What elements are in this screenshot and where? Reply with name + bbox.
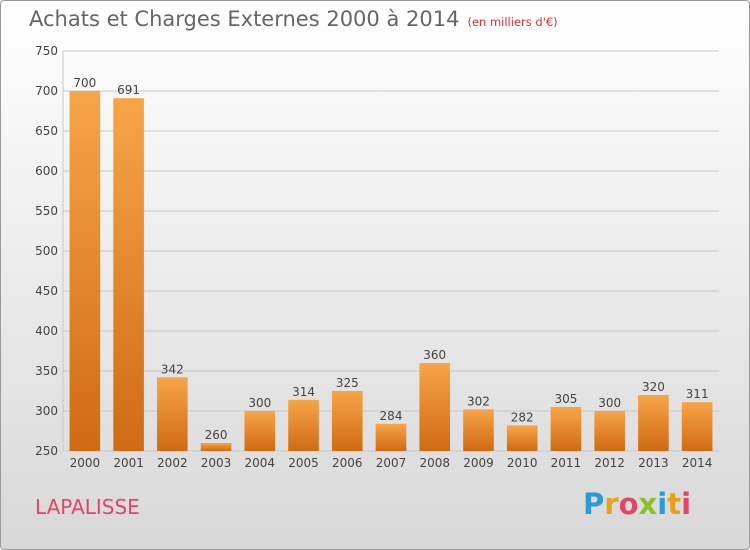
chart-title: Achats et Charges Externes 2000 à 2014 (e… bbox=[29, 7, 558, 31]
x-tick-label-2007: 2007 bbox=[376, 456, 407, 470]
x-tick-label-2013: 2013 bbox=[638, 456, 669, 470]
bar-2005 bbox=[288, 399, 319, 451]
x-tick-label-2010: 2010 bbox=[507, 456, 538, 470]
y-tick-label: 400 bbox=[35, 324, 58, 338]
x-tick-label-2014: 2014 bbox=[682, 456, 713, 470]
x-tick-label-2011: 2011 bbox=[551, 456, 582, 470]
logo-letter: o bbox=[618, 487, 639, 521]
value-label-2011: 305 bbox=[554, 392, 577, 406]
y-tick-label: 750 bbox=[35, 44, 58, 58]
logo-letter: P bbox=[583, 487, 605, 521]
value-labels: 700 691 342 260 300 314 325 284 360 302 282 305 300 3… bbox=[73, 76, 708, 442]
logo-letter: i bbox=[657, 487, 668, 521]
bar-2011 bbox=[550, 407, 582, 451]
value-label-2012: 300 bbox=[598, 396, 621, 410]
value-label-2014: 311 bbox=[686, 387, 709, 401]
y-tick-label: 650 bbox=[35, 124, 58, 138]
bar-2012 bbox=[594, 411, 625, 451]
bar-2007 bbox=[375, 423, 407, 451]
bar-2014 bbox=[681, 402, 713, 451]
value-label-2002: 342 bbox=[161, 362, 184, 376]
value-label-2000: 700 bbox=[73, 76, 96, 90]
x-tick-label-2003: 2003 bbox=[201, 456, 232, 470]
value-label-2005: 314 bbox=[292, 385, 315, 399]
bar-2013 bbox=[638, 395, 669, 451]
y-tick-label: 700 bbox=[35, 84, 58, 98]
bar-2008 bbox=[419, 363, 451, 451]
x-tick-label-2012: 2012 bbox=[594, 456, 625, 470]
bar-2002 bbox=[157, 377, 188, 451]
y-tick-label: 450 bbox=[35, 284, 58, 298]
y-tick-label: 300 bbox=[35, 404, 58, 418]
bar-2009 bbox=[463, 409, 494, 451]
bar-2010 bbox=[506, 425, 538, 451]
x-tick-label-2001: 2001 bbox=[113, 456, 144, 470]
value-label-2009: 302 bbox=[467, 394, 490, 408]
commune-name: LAPALISSE bbox=[35, 495, 140, 519]
value-label-2003: 260 bbox=[205, 428, 228, 442]
x-axis-labels: 2000 2001 2002 2003 2004 2005 2006 2007 2008 2009… bbox=[70, 456, 713, 470]
x-tick-label-2000: 2000 bbox=[70, 456, 101, 470]
x-tick-label-2002: 2002 bbox=[157, 456, 188, 470]
logo-letter: t bbox=[667, 487, 682, 521]
logo-letter: i bbox=[681, 487, 692, 521]
bar-2006 bbox=[331, 391, 363, 451]
value-label-2006: 325 bbox=[336, 376, 359, 390]
y-tick-label: 500 bbox=[35, 244, 58, 258]
value-label-2008: 360 bbox=[423, 348, 446, 362]
value-label-2013: 320 bbox=[642, 380, 665, 394]
x-tick-label-2006: 2006 bbox=[332, 456, 363, 470]
chart-unit: (en milliers d'€) bbox=[467, 15, 558, 29]
y-axis: 250 300 350 400 450 500 550 600 650 700 750 bbox=[35, 44, 64, 458]
chart-title-text: Achats et Charges Externes 2000 à 2014 bbox=[29, 7, 460, 31]
bar-2003 bbox=[200, 443, 232, 451]
y-tick-label: 250 bbox=[35, 444, 58, 458]
y-tick-label: 550 bbox=[35, 204, 58, 218]
proxiti-logo: Proxiti bbox=[583, 487, 691, 521]
value-label-2010: 282 bbox=[511, 410, 534, 424]
bar-2001 bbox=[113, 98, 144, 451]
value-label-2001: 691 bbox=[117, 83, 140, 97]
bar-2004 bbox=[244, 411, 276, 451]
value-label-2007: 284 bbox=[380, 409, 403, 423]
logo-letter: r bbox=[604, 487, 619, 521]
x-tick-label-2005: 2005 bbox=[288, 456, 319, 470]
bars bbox=[69, 91, 713, 451]
bar-2000 bbox=[69, 91, 101, 451]
y-tick-label: 600 bbox=[35, 164, 58, 178]
x-tick-label-2009: 2009 bbox=[463, 456, 494, 470]
logo-letter: x bbox=[638, 487, 658, 521]
value-label-2004: 300 bbox=[248, 396, 271, 410]
y-tick-label: 350 bbox=[35, 364, 58, 378]
x-tick-label-2008: 2008 bbox=[419, 456, 450, 470]
x-tick-label-2004: 2004 bbox=[245, 456, 276, 470]
